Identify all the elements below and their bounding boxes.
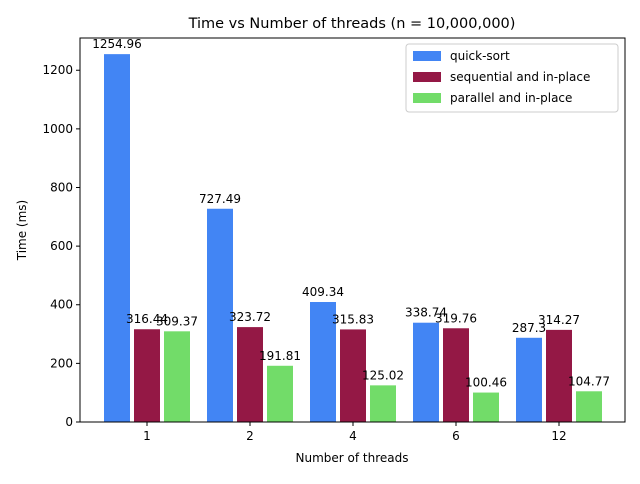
x-tick-label: 1: [143, 429, 151, 443]
legend-label: parallel and in-place: [450, 91, 572, 105]
bar-value-label: 104.77: [568, 374, 610, 388]
bar: [310, 302, 336, 422]
bar: [473, 392, 499, 422]
bar-value-label: 727.49: [199, 192, 241, 206]
bar-value-label: 319.76: [435, 311, 477, 325]
bar: [267, 365, 293, 422]
bar: [443, 328, 469, 422]
legend: quick-sort sequential and in-place paralle…: [405, 43, 619, 113]
bar-value-label: 287.3: [512, 321, 546, 335]
bar-value-label: 314.27: [538, 313, 580, 327]
y-tick-label: 200: [50, 356, 73, 370]
x-tick-label: 6: [452, 429, 460, 443]
bar: [237, 327, 263, 422]
bar-value-label: 315.83: [332, 312, 374, 326]
bar-value-label: 125.02: [362, 368, 404, 382]
bar-value-label: 338.74: [405, 306, 447, 320]
y-axis-label: Time (ms): [15, 200, 29, 262]
x-tick-label: 4: [349, 429, 357, 443]
x-tick-label: 12: [551, 429, 566, 443]
y-tick-label: 1200: [42, 63, 73, 77]
legend-box: [405, 43, 619, 113]
legend-label: sequential and in-place: [450, 70, 590, 84]
bar: [207, 208, 233, 422]
y-axis: 0 200 400 600 800 1000 1200: [42, 63, 80, 429]
y-tick-label: 0: [65, 415, 73, 429]
y-tick-label: 1000: [42, 122, 73, 136]
bar: [340, 329, 366, 422]
legend-swatch: [413, 51, 441, 61]
bar: [104, 54, 130, 423]
bar: [164, 331, 190, 422]
bar-value-label: 191.81: [259, 349, 301, 363]
y-tick-label: 800: [50, 180, 73, 194]
bar: [370, 385, 396, 422]
bar: [516, 337, 542, 422]
legend-swatch: [413, 72, 441, 82]
bar-value-label: 323.72: [229, 310, 271, 324]
bar-value-label: 309.37: [156, 314, 198, 328]
legend-swatch: [413, 93, 441, 103]
x-axis: 1 2 4 6 12: [143, 422, 567, 443]
legend-label: quick-sort: [450, 49, 510, 63]
x-axis-label: Number of threads: [296, 451, 409, 465]
bar-value-label: 100.46: [465, 376, 507, 390]
bar-value-label: 316.44: [126, 312, 168, 326]
y-tick-label: 600: [50, 239, 73, 253]
bar-value-label: 1254.96: [92, 37, 142, 51]
y-tick-label: 400: [50, 298, 73, 312]
bar: [413, 322, 439, 422]
bar: [546, 329, 572, 422]
bar-value-label: 409.34: [302, 285, 344, 299]
bar: [134, 329, 160, 422]
x-tick-label: 2: [246, 429, 254, 443]
bar: [576, 391, 602, 422]
chart-title: Time vs Number of threads (n = 10,000,00…: [188, 16, 516, 32]
